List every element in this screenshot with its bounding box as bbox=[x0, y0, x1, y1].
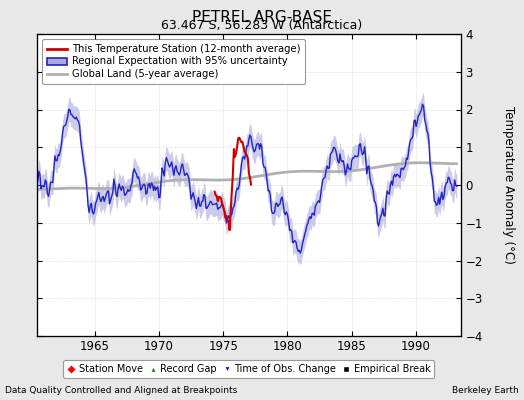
Text: Berkeley Earth: Berkeley Earth bbox=[452, 386, 519, 395]
Legend: Station Move, Record Gap, Time of Obs. Change, Empirical Break: Station Move, Record Gap, Time of Obs. C… bbox=[63, 360, 434, 378]
Y-axis label: Temperature Anomaly (°C): Temperature Anomaly (°C) bbox=[502, 106, 515, 264]
Text: 63.467 S, 56.283 W (Antarctica): 63.467 S, 56.283 W (Antarctica) bbox=[161, 19, 363, 32]
Text: Data Quality Controlled and Aligned at Breakpoints: Data Quality Controlled and Aligned at B… bbox=[5, 386, 237, 395]
Text: PETREL ARG-BASE: PETREL ARG-BASE bbox=[192, 10, 332, 25]
